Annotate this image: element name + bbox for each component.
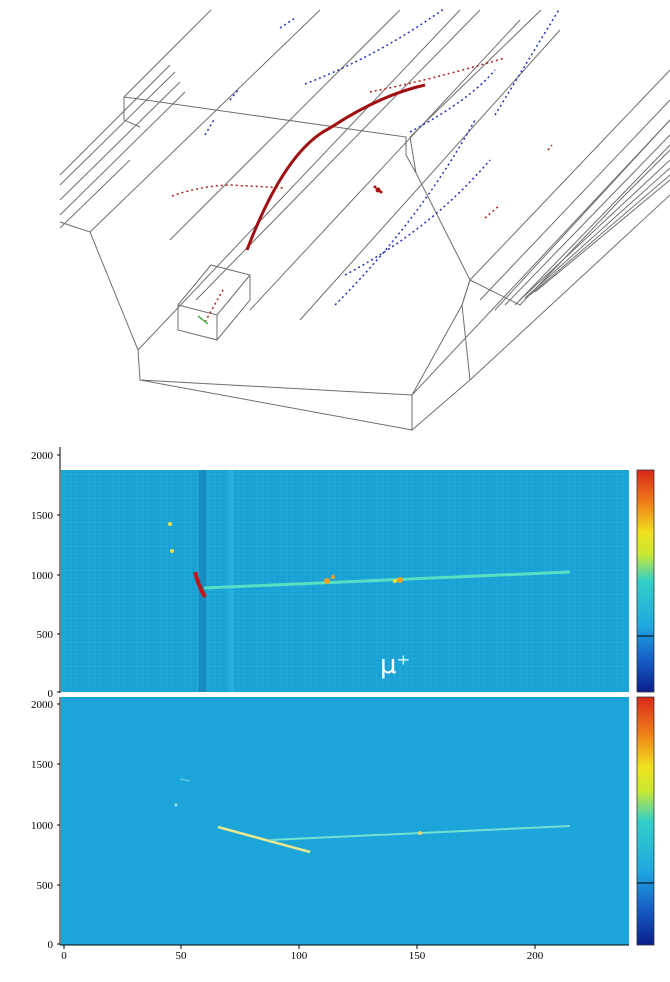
track-green (197, 315, 209, 325)
track-red-dotted (171, 57, 553, 323)
y-ticks: 2000 1500 1000 500 0 (31, 699, 60, 951)
top-panel: μ⁺ 2000 1500 1000 500 0 (31, 447, 655, 700)
dead-channel-stripe (199, 470, 206, 692)
bright-channel-stripe (228, 470, 234, 692)
detector-outline (59, 9, 670, 431)
y-tick-label: 0 (48, 688, 54, 700)
x-tick-label: 0 (61, 950, 67, 962)
y-tick-label: 0 (48, 939, 54, 951)
particle-label: μ⁺ (380, 650, 410, 680)
y-tick-label: 1500 (31, 759, 54, 771)
x-tick-label: 50 (176, 950, 188, 962)
y-tick-label: 2000 (31, 699, 54, 711)
colorbar (636, 469, 655, 693)
track-red-cluster (373, 185, 383, 194)
track-blue-dotted (204, 7, 561, 306)
y-tick-label: 500 (37, 629, 54, 641)
panel-plot-area-texture (61, 697, 629, 945)
y-tick-label: 1500 (31, 510, 54, 522)
y-ticks: 2000 1500 1000 500 0 (31, 450, 60, 700)
track-main-red (245, 83, 426, 251)
bottom-panel: 2000 1500 1000 500 0 0 50 100 150 200 (31, 696, 655, 962)
x-tick-label: 150 (409, 950, 426, 962)
x-tick-label: 200 (527, 950, 544, 962)
x-ticks: 0 50 100 150 200 (61, 945, 544, 962)
colorbar (636, 696, 655, 946)
y-tick-label: 1000 (31, 820, 54, 832)
y-tick-label: 500 (37, 880, 54, 892)
bottom-track (174, 778, 571, 854)
y-tick-label: 2000 (31, 450, 54, 462)
top-track (168, 522, 571, 599)
x-tick-label: 100 (291, 950, 308, 962)
event-display (59, 7, 670, 431)
y-tick-label: 1000 (31, 570, 54, 582)
